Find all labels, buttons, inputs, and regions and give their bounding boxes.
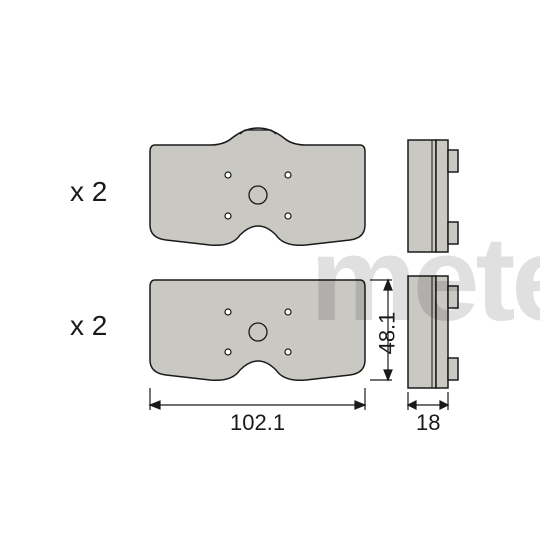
pad-top-hole [285, 172, 291, 178]
qty-label-bottom: x 2 [70, 310, 107, 342]
drawing-svg [0, 0, 540, 540]
diagram-root: metelli [0, 0, 540, 540]
pad-bottom-hole [225, 309, 231, 315]
pad-bottom-hole [225, 349, 231, 355]
pad-bottom-bore [249, 323, 267, 341]
dim-width-label: 102.1 [230, 410, 285, 436]
pad-top-bore [249, 186, 267, 204]
pad-top-side [408, 140, 458, 252]
dim-thick-label: 18 [416, 410, 440, 436]
dim-height-label: 48.1 [374, 312, 400, 355]
pad-bottom-hole [285, 309, 291, 315]
pad-top-hole [225, 213, 231, 219]
qty-label-top: x 2 [70, 176, 107, 208]
pad-bottom-side [408, 276, 458, 388]
pad-top-hole [225, 172, 231, 178]
pad-bottom-hole [285, 349, 291, 355]
pad-top-hole [285, 213, 291, 219]
